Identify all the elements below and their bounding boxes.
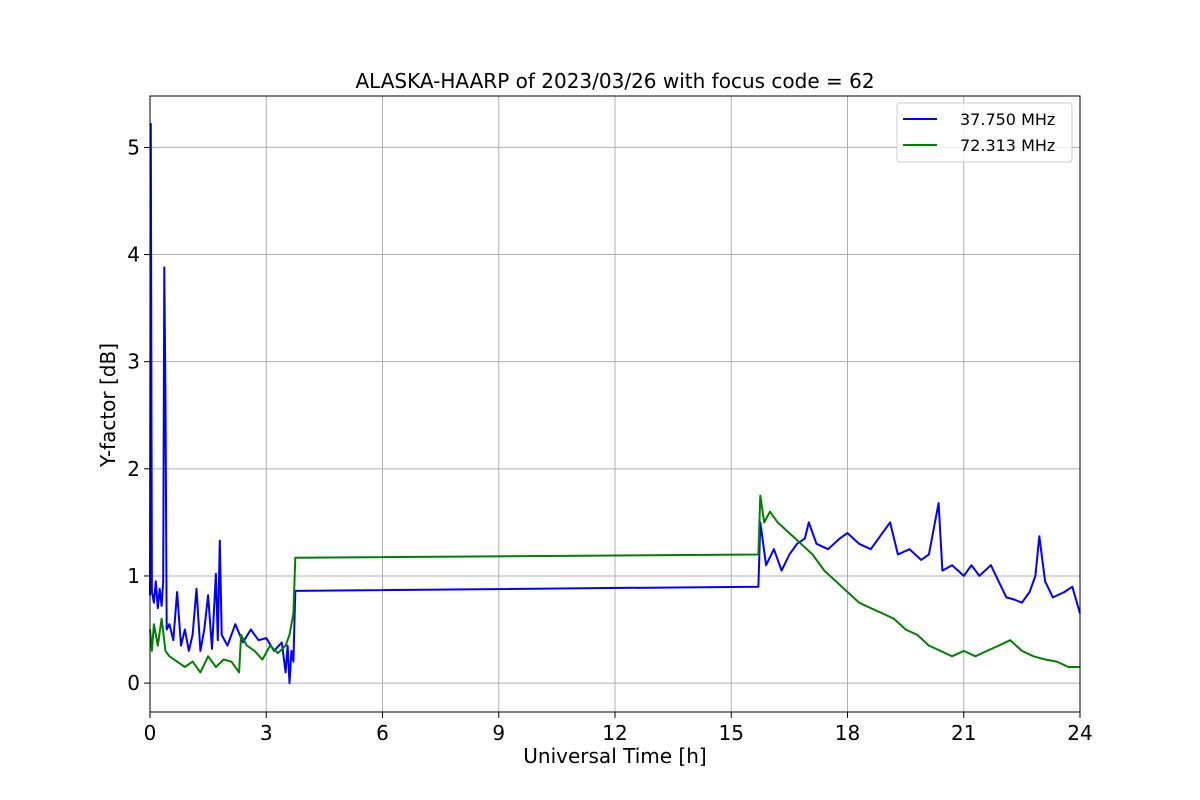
legend: 37.750 MHz 72.313 MHz bbox=[896, 102, 1073, 163]
y-tick-label: 4 bbox=[127, 243, 140, 267]
x-tick-label: 15 bbox=[719, 721, 744, 745]
x-tick-label: 18 bbox=[835, 721, 860, 745]
y-tick-label: 5 bbox=[127, 135, 140, 159]
y-tick-label: 3 bbox=[127, 350, 140, 374]
x-tick-label: 3 bbox=[260, 721, 273, 745]
series-lines bbox=[149, 122, 1081, 685]
legend-label-1: 37.750 MHz bbox=[960, 110, 1055, 129]
chart-title: ALASKA-HAARP of 2023/03/26 with focus co… bbox=[355, 69, 874, 93]
y-tick-label: 0 bbox=[127, 671, 140, 695]
x-tick-label: 6 bbox=[376, 721, 389, 745]
x-axis-label: Universal Time [h] bbox=[523, 744, 706, 768]
series-line-1 bbox=[149, 122, 1081, 685]
y-tick-label: 1 bbox=[127, 564, 140, 588]
x-tick-label: 24 bbox=[1067, 721, 1092, 745]
x-tick-label: 9 bbox=[492, 721, 505, 745]
x-tick-label: 12 bbox=[602, 721, 627, 745]
y-axis-label: Y-factor [dB] bbox=[96, 343, 120, 468]
legend-label-2: 72.313 MHz bbox=[960, 136, 1055, 155]
x-tick-label: 0 bbox=[144, 721, 157, 745]
y-tick-label: 2 bbox=[127, 457, 140, 481]
legend-box bbox=[896, 102, 1073, 163]
x-tick-label: 21 bbox=[951, 721, 976, 745]
series-line-2 bbox=[149, 494, 1080, 674]
